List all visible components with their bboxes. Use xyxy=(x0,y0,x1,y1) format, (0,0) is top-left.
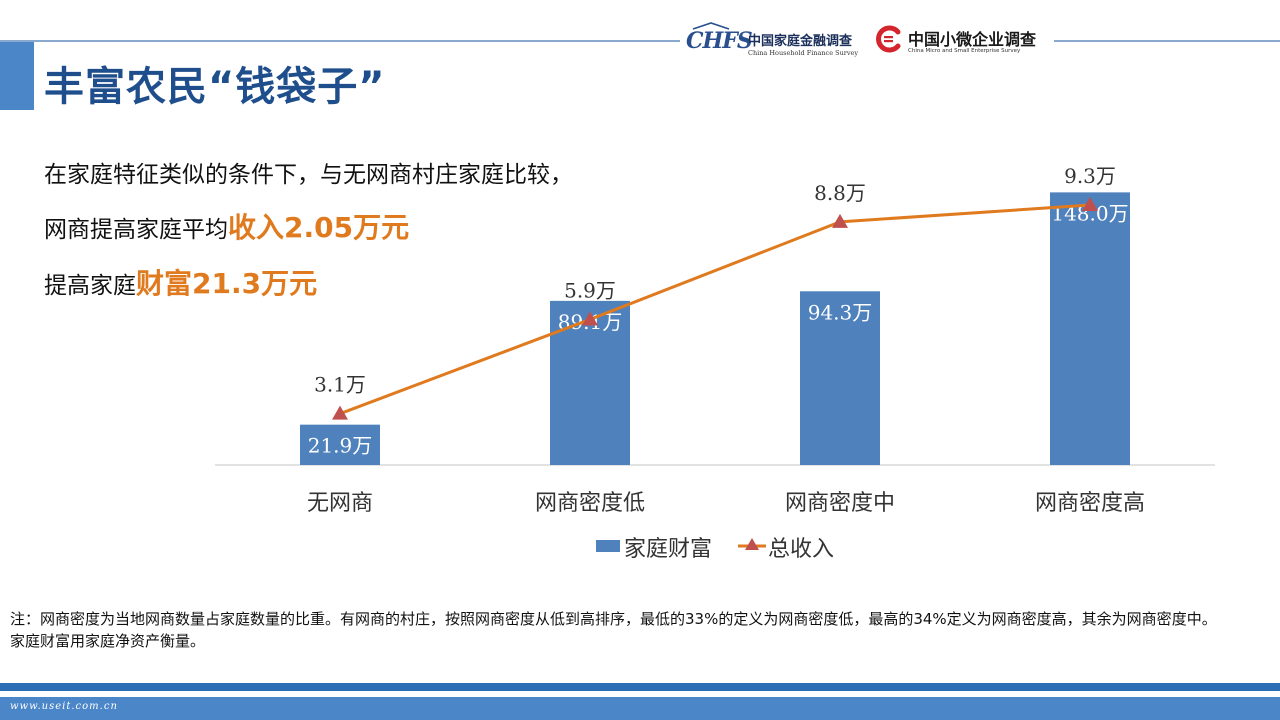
income-highlight: 收入2.05万元 xyxy=(228,211,410,244)
chfs-logo-mark: CHFS xyxy=(686,28,753,54)
cmes-logo-cn: 中国小微企业调查 xyxy=(908,30,1037,49)
intro-line-2-prefix: 网商提高家庭平均 xyxy=(44,217,228,243)
legend-bar-swatch xyxy=(596,540,620,552)
bar-2 xyxy=(800,291,880,465)
bar-3 xyxy=(1050,192,1130,466)
intro-line-2: 网商提高家庭平均收入2.05万元 xyxy=(44,206,409,246)
footer-url: www.useit.com.cn xyxy=(10,701,118,712)
footer-band-top xyxy=(0,683,1280,691)
intro-line-3: 提高家庭财富21.3万元 xyxy=(44,262,317,302)
cmes-logo-en: China Micro and Small Enterprise Survey xyxy=(908,48,1021,54)
header-rule-left xyxy=(0,40,680,42)
roof-icon xyxy=(692,22,730,30)
wealth-highlight: 财富21.3万元 xyxy=(136,267,318,300)
income-line xyxy=(339,203,1091,416)
category-label-0: 无网商 xyxy=(307,491,373,516)
income-marker-1 xyxy=(582,311,598,326)
chfs-logo: CHFS 中国家庭金融调查 China Household Finance Su… xyxy=(686,22,866,58)
cmes-logo: 中国小微企业调查 China Micro and Small Enterpris… xyxy=(874,22,1054,58)
footnote-line-2: 家庭财富用家庭净资产衡量。 xyxy=(10,632,206,650)
income-marker-2 xyxy=(832,213,848,228)
income-label-1: 5.9万 xyxy=(564,278,616,302)
intro-line-1: 在家庭特征类似的条件下，与无网商村庄家庭比较， xyxy=(44,162,573,188)
bar-label-0: 21.9万 xyxy=(308,434,373,458)
category-label-2: 网商密度中 xyxy=(785,491,895,516)
chfs-logo-en: China Household Finance Survey xyxy=(748,49,859,57)
legend-label-income: 总收入 xyxy=(768,537,834,562)
income-label-3: 9.3万 xyxy=(1064,164,1116,188)
footnote-line-1: 注：网商密度为当地网商数量占家庭数量的比重。有网商的村庄，按照网商密度从低到高排… xyxy=(10,610,1217,628)
footnote: 注：网商密度为当地网商数量占家庭数量的比重。有网商的村庄，按照网商密度从低到高排… xyxy=(10,608,1260,652)
bar-label-2: 94.3万 xyxy=(808,300,873,324)
footer-band-bottom xyxy=(0,697,1280,720)
category-label-3: 网商密度高 xyxy=(1035,491,1145,516)
legend-marker xyxy=(745,538,759,550)
title-accent-bar xyxy=(0,40,34,110)
chfs-logo-cn: 中国家庭金融调查 xyxy=(748,34,853,49)
income-label-0: 3.1万 xyxy=(314,373,366,397)
header-rule-right xyxy=(1054,40,1280,42)
c-ring-icon xyxy=(876,25,901,53)
page-title: 丰富农民“钱袋子” xyxy=(44,64,386,110)
income-marker-0 xyxy=(332,405,348,420)
income-marker-3 xyxy=(1082,197,1098,212)
intro-line-3-prefix: 提高家庭 xyxy=(44,273,136,299)
bar-0 xyxy=(300,424,380,465)
income-label-2: 8.8万 xyxy=(814,181,866,205)
legend-label-wealth: 家庭财富 xyxy=(624,537,712,562)
category-label-1: 网商密度低 xyxy=(535,491,645,516)
